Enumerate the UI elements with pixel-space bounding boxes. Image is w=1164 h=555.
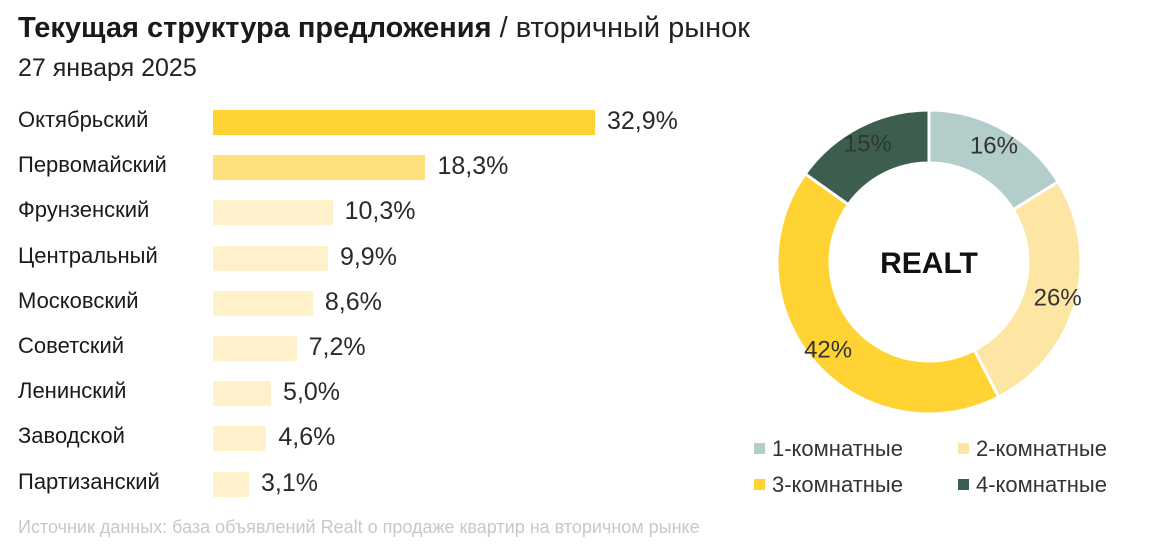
legend-label-1: 1-комнатные xyxy=(772,436,903,461)
bar xyxy=(213,471,249,497)
bar-value-label: 18,3% xyxy=(437,152,509,181)
bar-value-label: 10,3% xyxy=(344,197,416,226)
bar-row: Центральный 9,9% xyxy=(0,241,720,285)
donut-slice xyxy=(803,108,931,207)
title-separator: / xyxy=(491,12,516,44)
bar-row: Партизанский 3,1% xyxy=(0,467,720,511)
donut-slice-label: 42% xyxy=(804,336,852,363)
bar xyxy=(213,426,267,452)
legend-label-4: 4-комнатные xyxy=(976,472,1107,497)
legend-swatch-2 xyxy=(958,443,969,454)
bar-category-label: Центральный xyxy=(18,242,158,268)
bar-value-label: 9,9% xyxy=(339,242,397,271)
bar xyxy=(213,245,328,271)
donut-slice-label: 26% xyxy=(1034,285,1082,312)
bar-value-label: 5,0% xyxy=(283,378,341,407)
bar-row: Ленинский 5,0% xyxy=(0,376,720,420)
title-main: Текущая структура предложения xyxy=(18,12,492,44)
bar-category-label: Ленинский xyxy=(18,378,127,404)
realt-logo: REALT xyxy=(880,247,978,280)
bar xyxy=(213,290,313,316)
bar-row: Московский 8,6% xyxy=(0,286,720,330)
bar-value-label: 3,1% xyxy=(260,468,318,497)
bar xyxy=(213,381,272,407)
title-subtitle: вторичный рынок xyxy=(515,12,750,44)
legend-swatch-1 xyxy=(754,443,765,454)
legend-item-3: 3-комнатные xyxy=(754,472,903,498)
report-date: 27 января 2025 xyxy=(18,54,197,82)
bar-category-label: Советский xyxy=(18,333,125,358)
bar-category-label: Октябрьский xyxy=(18,107,149,132)
donut-slice xyxy=(775,171,1001,416)
bar-value-label: 7,2% xyxy=(308,333,366,361)
donut-slice-label: 16% xyxy=(970,132,1018,159)
bar-category-label: Заводской xyxy=(18,423,125,449)
bar-category-label: Фрунзенский xyxy=(18,197,150,223)
legend-swatch-4 xyxy=(958,479,969,490)
bar xyxy=(213,110,595,135)
district-bar-chart: Октябрьский 32,9% Первомайский 18,3% Фрунзен… xyxy=(0,105,720,511)
bar-row: Октябрьский 32,9% xyxy=(0,105,720,149)
bar-value-label: 4,6% xyxy=(278,423,336,452)
donut-slice-label: 15% xyxy=(844,130,892,157)
bar xyxy=(213,200,333,226)
legend-item-2: 2-комнатные xyxy=(958,436,1107,462)
bar-row: Советский 7,2% xyxy=(0,331,720,375)
legend-label-2: 2-комнатные xyxy=(976,436,1107,461)
bar-row: Первомайский 18,3% xyxy=(0,150,720,194)
legend-item-1: 1-комнатные xyxy=(754,436,903,462)
legend-item-4: 4-комнатные xyxy=(958,472,1107,498)
bar xyxy=(213,155,426,181)
legend-label-3: 3-комнатные xyxy=(772,472,903,497)
bar-category-label: Московский xyxy=(18,287,139,313)
bar-row: Фрунзенский 10,3% xyxy=(0,195,720,239)
bar-value-label: 32,9% xyxy=(607,107,678,135)
bar-category-label: Партизанский xyxy=(18,468,160,494)
bar-category-label: Первомайский xyxy=(18,152,167,178)
rooms-donut-chart: 16% 26% 42% 15% REALT xyxy=(775,108,1083,416)
bar xyxy=(213,336,297,361)
bar-value-label: 8,6% xyxy=(324,287,382,316)
chart-title: Текущая структура предложения / вторичны… xyxy=(18,12,750,45)
bar-row: Заводской 4,6% xyxy=(0,421,720,465)
donut-slice xyxy=(972,179,1083,400)
data-source-note: Источник данных: база объявлений Realt о… xyxy=(18,517,700,537)
legend-swatch-3 xyxy=(754,479,765,490)
